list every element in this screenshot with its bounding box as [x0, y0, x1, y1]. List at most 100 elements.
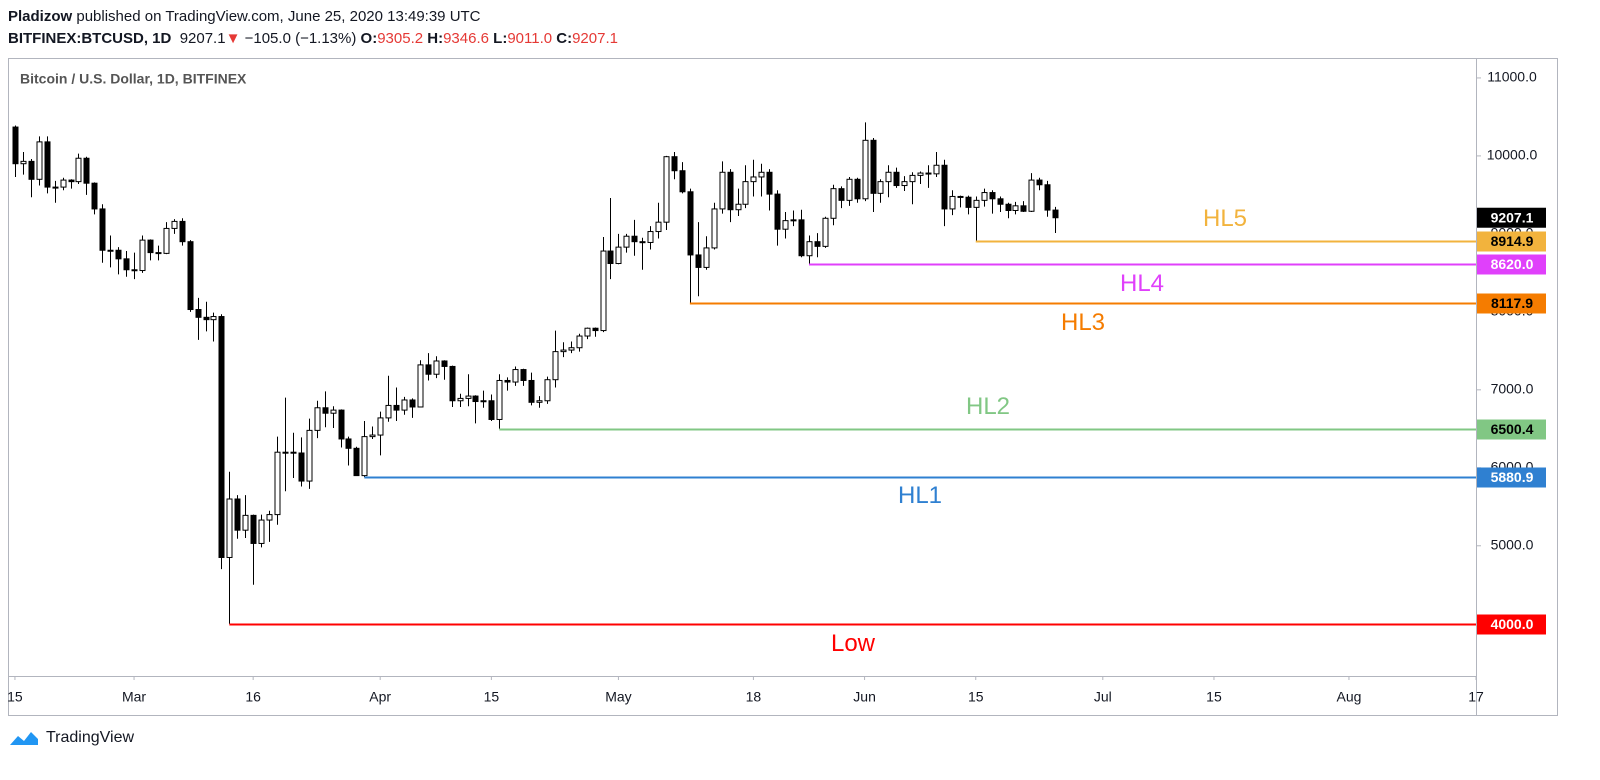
- candle-body: [147, 239, 154, 254]
- brand: TradingView: [46, 729, 135, 746]
- candle-body: [1044, 184, 1051, 211]
- candle-body: [512, 369, 519, 383]
- x-tick-label: 15: [484, 689, 500, 705]
- candle-body: [600, 250, 607, 332]
- candle-body: [949, 195, 956, 210]
- candle-body: [203, 316, 210, 321]
- price-tag: [1477, 419, 1546, 440]
- candle-body: [877, 181, 884, 194]
- y-tick-label: 7000.0: [1491, 381, 1534, 397]
- candle-body: [123, 258, 130, 271]
- price-tag: [1477, 231, 1546, 252]
- candle-body: [465, 395, 472, 399]
- candle-body: [695, 254, 702, 268]
- candle-body: [401, 399, 408, 411]
- candle-body: [552, 351, 559, 381]
- candle-body: [576, 335, 583, 349]
- candle-body: [671, 156, 678, 172]
- x-tick-label: 15: [7, 689, 23, 705]
- candle-body: [488, 400, 495, 420]
- candle-body: [218, 316, 225, 558]
- x-tick-label: Jun: [853, 689, 876, 705]
- candle-body: [854, 178, 861, 200]
- candle-body: [345, 438, 352, 449]
- candle-body: [425, 364, 432, 375]
- candle-body: [449, 365, 456, 402]
- candle-body: [663, 156, 670, 223]
- candle-body: [210, 316, 217, 321]
- last-price-tag: [1477, 207, 1546, 228]
- candle-body: [584, 327, 591, 337]
- o: 9305.2: [377, 30, 424, 47]
- x-tick-label: 17: [1468, 689, 1484, 705]
- l-label: L:: [493, 30, 508, 47]
- candle-body: [258, 519, 265, 544]
- candle-body: [965, 196, 972, 208]
- candle-body: [790, 219, 797, 222]
- y-tick-label: 5000.0: [1491, 536, 1534, 552]
- candle-body: [544, 379, 551, 402]
- candle-body: [314, 407, 321, 431]
- candle-body: [893, 171, 900, 187]
- candle-body: [44, 141, 51, 188]
- candle-body: [711, 208, 718, 249]
- symbol-line: BITFINEX:BTCUSD, 1D 9207.1▼ −105.0 (−1.1…: [8, 28, 618, 50]
- candle-body: [274, 451, 281, 516]
- candle-body: [83, 157, 90, 184]
- candle-body: [353, 447, 360, 477]
- candle-body: [226, 498, 233, 558]
- candle-body: [1028, 179, 1035, 212]
- candle-body: [1020, 205, 1027, 212]
- candle-body: [838, 188, 845, 201]
- candle-body: [60, 179, 67, 188]
- frame: [8, 58, 1558, 716]
- price: 9207.1: [179, 30, 226, 47]
- symbol: BITFINEX:BTCUSD, 1D: [8, 30, 172, 47]
- candle-body: [830, 188, 837, 219]
- x-tick-label: May: [605, 689, 631, 705]
- candle-body: [774, 193, 781, 230]
- candle-body: [719, 171, 726, 210]
- o-label: O:: [360, 30, 378, 47]
- author: Pladizow: [8, 8, 73, 25]
- candle-body: [822, 217, 829, 247]
- candle-body: [139, 239, 146, 272]
- candle-body: [846, 178, 853, 201]
- candle-body: [615, 246, 622, 265]
- candle-body: [885, 171, 892, 183]
- candle-body: [306, 429, 313, 482]
- candle-body: [560, 349, 567, 353]
- candle-body: [528, 379, 535, 403]
- price-tag-label: 8117.9: [1491, 295, 1533, 311]
- price-tag-label: 8620.0: [1491, 256, 1534, 272]
- x-tick-label: 16: [245, 689, 261, 705]
- x-tick-label: 15: [968, 689, 984, 705]
- candle-body: [870, 139, 877, 194]
- candle-body: [91, 182, 98, 210]
- candle-body: [433, 360, 440, 375]
- candle-body: [941, 164, 948, 210]
- level-label: HL3: [1061, 309, 1105, 336]
- candle-body: [798, 219, 805, 257]
- candle-body: [472, 395, 479, 403]
- candle-body: [766, 171, 773, 195]
- candle-body: [957, 195, 964, 198]
- candle-body: [155, 252, 162, 255]
- candle-body: [496, 379, 503, 420]
- x-tick-label: Aug: [1336, 689, 1361, 705]
- x-tick-label: Apr: [369, 689, 391, 705]
- x-tick-label: Mar: [122, 689, 146, 705]
- candle-body: [28, 160, 35, 180]
- candle-body: [385, 404, 392, 419]
- header: Pladizow published on TradingView.com, J…: [8, 6, 618, 50]
- candle-body: [973, 199, 980, 208]
- level-label: HL1: [898, 482, 942, 509]
- x-tick-label: 18: [746, 689, 762, 705]
- candle-body: [377, 417, 384, 436]
- price-tag-label: 6500.4: [1491, 421, 1534, 437]
- candle-body: [647, 231, 654, 243]
- candle-body: [1005, 203, 1012, 211]
- candle-body: [179, 220, 186, 243]
- change: −105.0 (−1.13%): [244, 30, 357, 47]
